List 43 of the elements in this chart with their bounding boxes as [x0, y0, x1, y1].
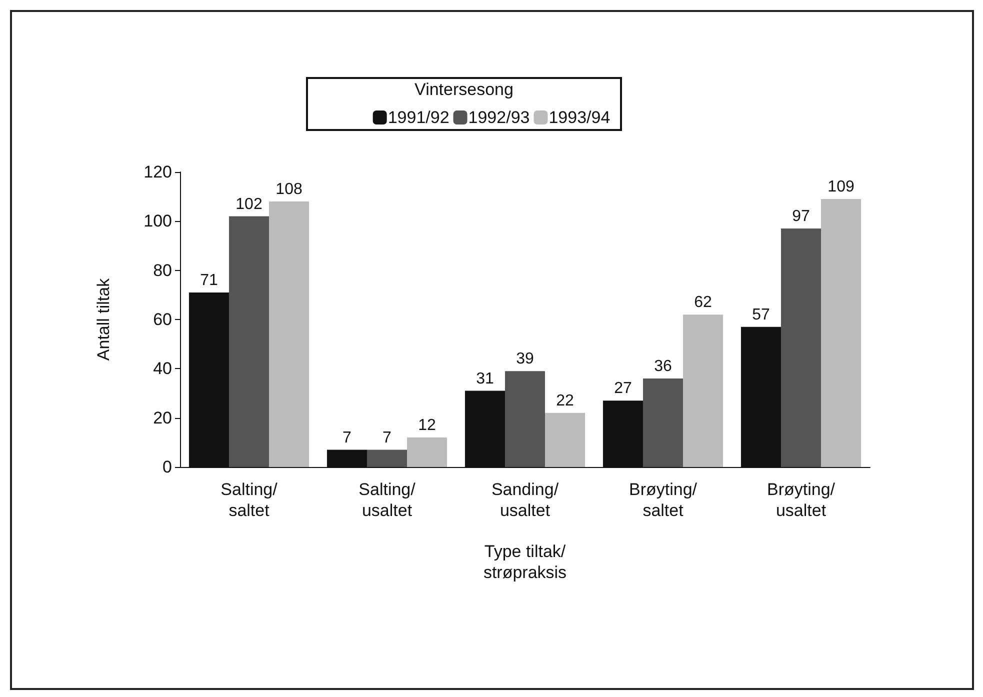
bar [504, 371, 546, 467]
bar [366, 450, 408, 467]
data-label: 102 [236, 196, 262, 213]
y-tick-label: 60 [153, 310, 172, 329]
data-label: 57 [752, 306, 770, 324]
data-label: 27 [614, 380, 632, 398]
data-label: 22 [556, 392, 574, 410]
y-tick-label: 100 [144, 212, 172, 231]
bar [821, 199, 862, 467]
x-tick-label: Brøyting/ saltet [628, 480, 698, 520]
data-label: 7 [382, 429, 392, 446]
legend-label: 1991/92 [388, 108, 450, 127]
bar [642, 378, 684, 467]
data-label: 62 [694, 294, 712, 312]
data-label: 109 [828, 178, 854, 196]
data-label: 71 [200, 272, 218, 289]
y-tick-label: 80 [153, 260, 172, 280]
bar [683, 314, 724, 467]
data-label: 31 [476, 370, 494, 388]
bar [545, 412, 586, 467]
y-tick-label: 0 [162, 458, 172, 476]
legend-label: 1992/93 [468, 108, 530, 127]
data-label: 39 [516, 350, 534, 368]
data-label: 97 [792, 208, 810, 226]
bar [269, 202, 310, 467]
y-tick-label: 20 [153, 408, 172, 428]
data-label: 12 [418, 417, 436, 434]
x-tick-label: Brøyting/ usaltet [766, 480, 836, 520]
x-tick-label: Sanding/ usaltet [491, 480, 559, 520]
data-label: 36 [654, 358, 672, 375]
bar [407, 438, 448, 467]
y-tick-label: 120 [144, 162, 172, 182]
data-label: 108 [276, 181, 302, 198]
x-tick-label: Salting/ saltet [220, 480, 278, 520]
bar [228, 216, 270, 467]
y-axis-title: Antall tiltak [94, 278, 113, 361]
bar [780, 228, 822, 467]
x-tick-label: Salting/ usaltet [358, 480, 416, 520]
x-axis-title: Type tiltak/ strøpraksis [483, 542, 567, 582]
legend-label: 1993/94 [548, 108, 610, 127]
legend-title: Vintersesong [414, 80, 514, 100]
y-tick-label: 40 [153, 359, 172, 378]
data-label: 7 [342, 429, 352, 446]
